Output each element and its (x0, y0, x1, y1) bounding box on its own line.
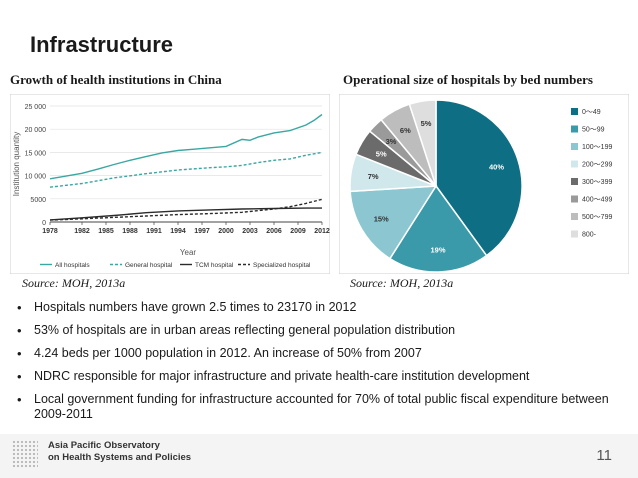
legend-label: General hospital (125, 262, 173, 269)
dot-grid-logo-icon (12, 440, 38, 468)
x-tick-label: 1991 (146, 228, 162, 235)
legend-label: 400～499 (582, 197, 612, 204)
pie-slice-label: 5% (376, 150, 387, 159)
x-tick-label: 2006 (266, 228, 282, 235)
pie-chart-heading: Operational size of hospitals by bed num… (343, 72, 593, 87)
series-line-all-hospitals (49, 113, 323, 180)
pie-slice (435, 99, 523, 257)
page-number: 11 (596, 447, 612, 464)
x-tick-label: 1985 (98, 228, 114, 235)
pie-chart-source: Source: MOH, 2013a (350, 276, 454, 290)
legend-label: 300～399 (582, 179, 612, 186)
footer-bar (0, 434, 638, 478)
y-tick-label: 0 (42, 220, 46, 227)
bullet-item: 53% of hospitals are in urban areas refl… (14, 323, 614, 338)
pie-slice-label: 19% (430, 246, 445, 255)
legend-swatch (571, 125, 578, 133)
footer-org-line2: on Health Systems and Policies (48, 452, 192, 463)
legend-swatch (571, 213, 578, 220)
pie-slice-label: 3% (386, 137, 397, 146)
x-tick-label: 1994 (170, 228, 186, 235)
y-tick-label: 25 000 (25, 104, 47, 111)
bullet-item: Hospitals numbers have grown 2.5 times t… (14, 300, 614, 315)
footer-org-name: Asia Pacific Observatory on Health Syste… (48, 440, 191, 464)
legend-label: 500～799 (582, 214, 612, 221)
footer-org-line1: Asia Pacific Observatory (48, 440, 160, 451)
legend-label: 100～199 (582, 144, 612, 151)
legend-swatch (571, 143, 578, 150)
legend-label: All hospitals (55, 262, 90, 269)
x-tick-label: 2012 (314, 228, 330, 235)
bullet-item: 4.24 beds per 1000 population in 2012. A… (14, 346, 614, 361)
pie-slice-label: 15% (374, 214, 389, 223)
bullet-list: Hospitals numbers have grown 2.5 times t… (14, 300, 614, 430)
y-axis-label: Institution quantity (12, 132, 21, 196)
bullet-item: Local government funding for infrastruct… (14, 392, 614, 422)
pie-slice-label: 6% (400, 126, 411, 135)
x-tick-label: 2000 (218, 228, 234, 235)
series-line-general-hospital (49, 151, 323, 188)
pie-slice (408, 99, 437, 187)
y-tick-label: 10 000 (25, 174, 47, 181)
legend-swatch (571, 195, 578, 203)
y-tick-label: 15 000 (25, 150, 47, 157)
legend-label: TCM hospital (195, 262, 234, 269)
x-tick-label: 1997 (194, 228, 210, 235)
series-line-tcm-hospital (49, 207, 322, 221)
legend-swatch (571, 230, 578, 238)
x-tick-label: 1978 (42, 228, 58, 235)
legend-label: 200～299 (582, 162, 612, 169)
pie-slice-label: 5% (421, 119, 432, 128)
line-chart-heading: Growth of health institutions in China (10, 72, 222, 87)
y-tick-label: 5000 (30, 197, 46, 204)
slide-title: Infrastructure (30, 32, 174, 57)
line-chart: 0 5000 10 000 15 000 20 000 25 000 1978 1982 19… (10, 94, 330, 274)
pie-slice-label: 40% (489, 162, 504, 171)
pie-slice (388, 184, 488, 273)
y-tick-label: 20 000 (25, 127, 47, 134)
legend-swatch (571, 108, 578, 115)
pie-slice-label: 7% (368, 172, 379, 181)
legend-label: Specialized hospital (253, 262, 311, 269)
legend-label: 800- (582, 232, 597, 239)
bullet-item: NDRC responsible for major infrastructur… (14, 369, 614, 384)
pie-slice (349, 185, 438, 260)
x-tick-label: 2003 (242, 228, 258, 235)
legend-label: 0～49 (582, 109, 601, 116)
legend-label: 50～99 (582, 127, 605, 134)
line-chart-source: Source: MOH, 2013a (22, 276, 126, 290)
series-line-specialized-hospital (49, 198, 323, 221)
x-tick-label: 1982 (74, 228, 90, 235)
x-axis-label: Year (180, 248, 197, 257)
legend-swatch (571, 160, 578, 168)
legend-swatch (571, 178, 578, 185)
x-tick-label: 2009 (290, 228, 306, 235)
x-tick-label: 1988 (122, 228, 138, 235)
pie-chart: 40% 19% 15% 7% 5% 3%6% 5% 0～49 50～99 100～199 200～… (339, 94, 629, 274)
